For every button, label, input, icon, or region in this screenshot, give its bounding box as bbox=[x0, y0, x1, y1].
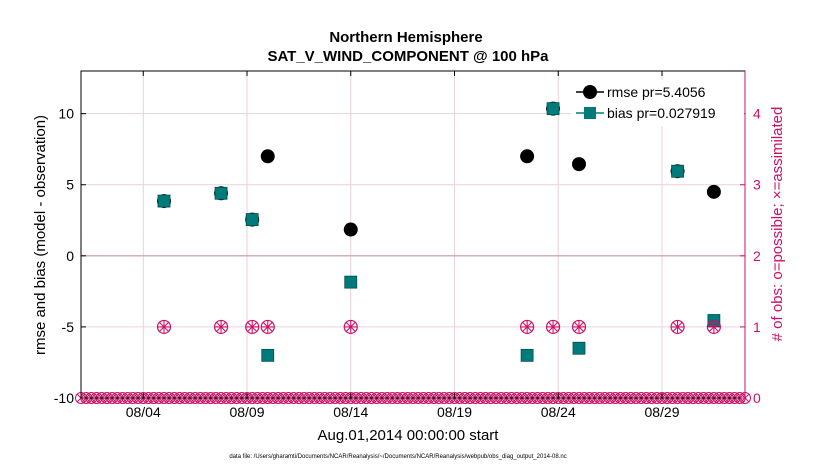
y-tick-label: -5 bbox=[62, 319, 75, 335]
obs-possible-point bbox=[213, 319, 229, 335]
obs-possible-point bbox=[245, 319, 260, 335]
bias-point bbox=[546, 102, 560, 116]
obs-assimilated-point bbox=[547, 320, 560, 333]
y2-axis-label: # of obs: o=possible; ×=assimilated bbox=[769, 107, 786, 342]
legend-bias-marker bbox=[584, 107, 596, 119]
chart-subtitle: SAT_V_WIND_COMPONENT @ 100 hPa bbox=[267, 48, 549, 65]
bias-point bbox=[520, 348, 534, 362]
legend-rmse-label: rmse pr=5.4056 bbox=[607, 84, 706, 100]
obs-possible-point bbox=[260, 319, 275, 335]
footer-datafile: data file: /Users/gharamti/Documents/NCA… bbox=[229, 454, 566, 460]
y2-tick-label: 3 bbox=[753, 177, 761, 193]
obs-assimilated-point bbox=[573, 320, 585, 333]
rmse-point bbox=[572, 157, 586, 172]
x-tick-label: 08/09 bbox=[229, 404, 264, 420]
x-axis-label: Aug.01,2014 00:00:00 start bbox=[318, 427, 500, 444]
bias-point bbox=[214, 186, 228, 200]
x-tick-label: 08/19 bbox=[437, 404, 472, 420]
y-tick-label: 0 bbox=[66, 248, 74, 264]
obs-possible-point bbox=[156, 319, 172, 335]
rmse-point bbox=[520, 149, 535, 164]
bias-point bbox=[157, 194, 171, 208]
rmse-point bbox=[343, 222, 358, 237]
y2-tick-label: 2 bbox=[753, 248, 761, 264]
bias-point bbox=[344, 275, 358, 289]
obs-possible-point bbox=[571, 319, 587, 335]
x-tick-label: 08/04 bbox=[126, 404, 161, 420]
obs-possible-point bbox=[545, 319, 561, 335]
obs-possible-point bbox=[520, 319, 535, 335]
obs-possible-point bbox=[706, 319, 721, 335]
obs-assimilated-point bbox=[344, 320, 357, 333]
obs-assimilated-point bbox=[707, 320, 720, 333]
y-axis-label: rmse and bias (model - observation) bbox=[32, 115, 49, 355]
obs-assimilated-point bbox=[671, 320, 684, 333]
y-tick-label: -10 bbox=[54, 390, 74, 406]
series-layer bbox=[75, 101, 751, 404]
y2-tick-label: 4 bbox=[753, 106, 761, 122]
bias-point bbox=[572, 341, 586, 355]
obs-assimilated-point bbox=[158, 320, 170, 333]
obs-assimilated-point bbox=[521, 320, 534, 333]
x-tick-label: 08/24 bbox=[541, 404, 576, 420]
y-tick-label: 5 bbox=[66, 177, 74, 193]
rmse-point bbox=[260, 149, 275, 164]
legend-rmse-marker bbox=[583, 85, 597, 99]
bias-point bbox=[671, 164, 684, 178]
legend: rmse pr=5.4056 bias pr=0.027919 bbox=[571, 80, 744, 126]
x-tick-label: 08/14 bbox=[333, 404, 368, 420]
chart-title: Northern Hemisphere bbox=[329, 29, 482, 46]
y2-tick-label: 0 bbox=[753, 390, 761, 406]
obs-assimilated-point bbox=[261, 320, 274, 333]
obs-assimilated-point bbox=[215, 320, 228, 333]
obs-possible-point bbox=[343, 319, 358, 335]
obs-possible-point bbox=[670, 319, 685, 335]
legend-box bbox=[571, 80, 744, 126]
y2-tick-label: 1 bbox=[753, 319, 761, 335]
y-tick-label: 10 bbox=[58, 106, 74, 122]
bias-point bbox=[261, 348, 275, 362]
axes: 08/04 08/09 08/14 08/19 08/24 08/29 -10 -5 0 5 10 0… bbox=[54, 71, 761, 420]
x-tick-label: 08/29 bbox=[644, 404, 679, 420]
obs-assimilated-point bbox=[246, 320, 259, 333]
legend-bias-label: bias pr=0.027919 bbox=[607, 105, 716, 121]
bias-point bbox=[245, 213, 259, 226]
rmse-point bbox=[706, 184, 721, 199]
